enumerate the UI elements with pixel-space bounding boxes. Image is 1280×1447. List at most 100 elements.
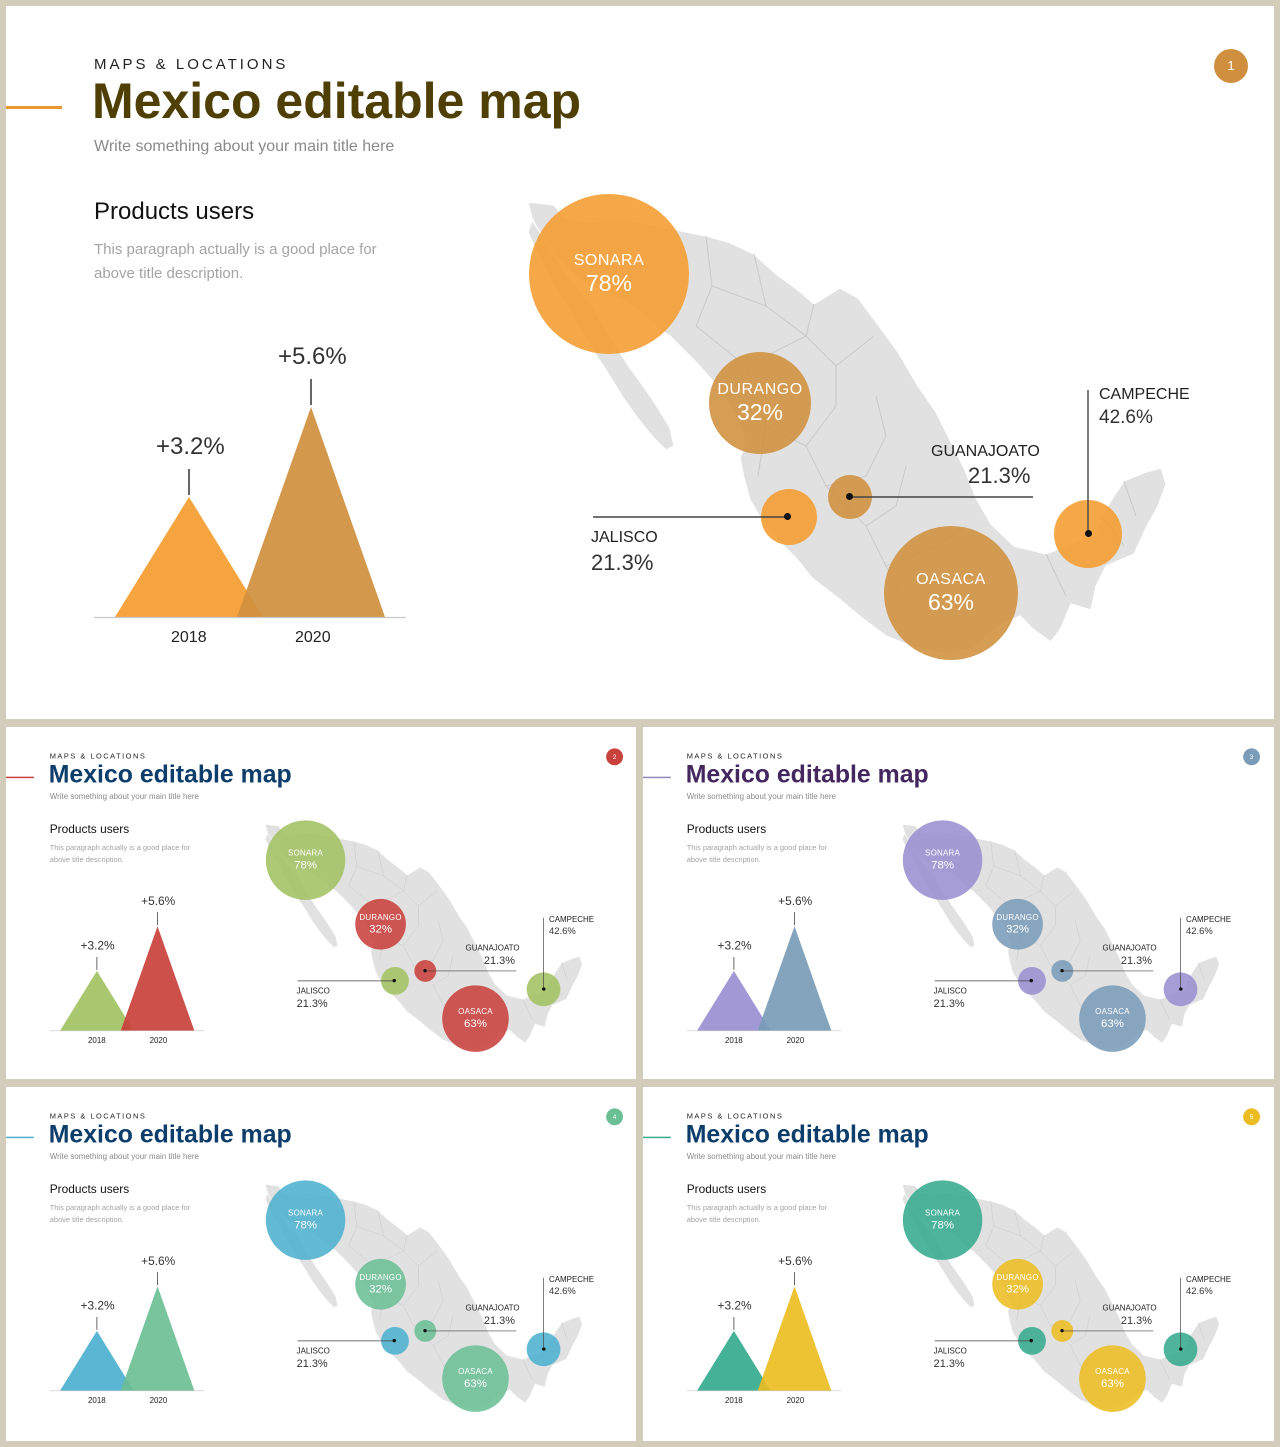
mexico-mainland [264, 824, 583, 1050]
region-name: DURANGO [717, 380, 803, 398]
label-campeche-value: 42.6% [1186, 1286, 1213, 1297]
value-label-2020: +5.6% [778, 1254, 813, 1268]
region-value: 78% [294, 1217, 318, 1231]
region-value: 32% [1006, 1281, 1030, 1295]
bubble-durango: DURANGO 32% [992, 1258, 1043, 1310]
marker-jalisco [1029, 1338, 1033, 1343]
triangle-bar-2020 [120, 1286, 195, 1391]
marker-campeche [1179, 1347, 1183, 1351]
bubble-sonara: SONARA 78% [902, 820, 983, 900]
marker-campeche [1085, 530, 1092, 537]
category-label-2020: 2020 [786, 1396, 805, 1405]
region-name: DURANGO [359, 913, 402, 922]
triangle-bar-2018 [60, 1330, 134, 1391]
description-paragraph: This paragraph actually is a good place … [686, 1203, 828, 1225]
callout-lines [934, 917, 1181, 989]
bubble-sonara: SONARA 78% [902, 1180, 983, 1260]
label-campeche-name: CAMPECHE [549, 1275, 595, 1285]
label-guanajoato-name: GUANAJOATO [1102, 944, 1157, 953]
eyebrow-text: MAPS & LOCATIONS [686, 1111, 784, 1121]
category-label-2018: 2018 [724, 1036, 743, 1045]
region-value: 63% [464, 1016, 487, 1030]
slide-design: MAPS & LOCATIONS Mexico editable map Wri… [6, 6, 1274, 719]
label-guanajoato-value: 21.3% [968, 463, 1031, 488]
label-guanajoato-name: GUANAJOATO [465, 1304, 520, 1313]
marker-guanajoato [423, 1328, 427, 1333]
marker-guanajoato [1060, 1328, 1064, 1333]
region-value: 32% [1006, 921, 1030, 935]
region-name: SONARA [925, 1208, 961, 1218]
accent-line [6, 106, 62, 109]
bubble-sonara: SONARA 78% [265, 820, 346, 900]
label-jalisco-value: 21.3% [296, 997, 328, 1010]
label-jalisco-value: 21.3% [296, 1357, 328, 1370]
category-label-2018: 2018 [87, 1036, 106, 1045]
bubble-durango: DURANGO 32% [709, 352, 811, 454]
label-campeche-value: 42.6% [549, 1286, 576, 1297]
label-jalisco-value: 21.3% [591, 550, 654, 575]
marker-guanajoato [423, 968, 427, 973]
region-name: OASACA [1095, 1367, 1130, 1376]
category-label-2018: 2018 [724, 1396, 743, 1405]
region-name: SONARA [288, 848, 324, 858]
region-value: 32% [369, 921, 393, 935]
eyebrow-text: MAPS & LOCATIONS [49, 751, 147, 761]
callout-lines [297, 1277, 544, 1349]
mexico-mainland [527, 201, 1167, 655]
marker-guanajoato [846, 493, 853, 500]
marker-jalisco [1029, 978, 1033, 983]
bubble-oasaca: OASACA 63% [442, 1345, 509, 1412]
page-subtitle: Write something about your main title he… [49, 792, 199, 802]
accent-line [6, 1136, 34, 1139]
description-paragraph: This paragraph actually is a good place … [49, 1203, 191, 1225]
marker-jalisco [392, 1338, 396, 1343]
value-label-2018: +3.2% [80, 939, 115, 953]
page-title: Mexico editable map [685, 1120, 929, 1149]
label-campeche-name: CAMPECHE [1186, 1275, 1232, 1285]
marker-campeche [542, 987, 546, 991]
triangle-bar-2018 [115, 497, 263, 617]
slide-2: MAPS & LOCATIONS Mexico editable map Wri… [6, 727, 636, 1079]
label-guanajoato-name: GUANAJOATO [465, 944, 520, 953]
callout-lines [934, 1277, 1181, 1349]
products-heading: Products users [49, 1182, 130, 1196]
slide-5: MAPS & LOCATIONS Mexico editable map Wri… [643, 1087, 1274, 1441]
slide-number-badge: 2 [606, 748, 624, 766]
region-name: DURANGO [359, 1273, 402, 1282]
page-subtitle: Write something about your main title he… [94, 138, 395, 155]
marker-campeche [1179, 987, 1183, 991]
slide-3: MAPS & LOCATIONS Mexico editable map Wri… [643, 727, 1274, 1079]
eyebrow-text: MAPS & LOCATIONS [94, 56, 289, 73]
region-value: 63% [1101, 1016, 1124, 1030]
mexico-mainland [901, 1184, 1220, 1410]
marker-campeche [542, 1347, 546, 1351]
triangle-chart [49, 1272, 205, 1392]
accent-line [6, 776, 34, 779]
label-guanajoato-name: GUANAJOATO [1102, 1304, 1157, 1313]
slide-design: MAPS & LOCATIONS Mexico editable map Wri… [643, 727, 1273, 1079]
value-label-2018: +3.2% [80, 1299, 115, 1313]
label-jalisco-name: JALISCO [933, 986, 967, 996]
label-jalisco-name: JALISCO [933, 1346, 967, 1356]
description-paragraph: This paragraph actually is a good place … [49, 843, 191, 865]
region-name: DURANGO [996, 1273, 1039, 1282]
category-label-2020: 2020 [149, 1396, 168, 1405]
region-value: 78% [931, 857, 955, 871]
triangle-bar-2018 [697, 1330, 771, 1391]
region-name: SONARA [573, 251, 645, 269]
label-guanajoato-value: 21.3% [483, 1314, 515, 1327]
label-jalisco-value: 21.3% [933, 997, 965, 1010]
marker-jalisco [392, 978, 396, 983]
bubble-durango: DURANGO 32% [355, 898, 406, 950]
label-guanajoato-value: 21.3% [1120, 954, 1152, 967]
category-label-2020: 2020 [786, 1036, 805, 1045]
bubble-oasaca: OASACA 63% [442, 985, 509, 1052]
products-heading: Products users [49, 822, 130, 836]
bubble-durango: DURANGO 32% [355, 1258, 406, 1310]
triangle-bar-2020 [757, 926, 832, 1031]
page-title: Mexico editable map [685, 760, 929, 789]
page-subtitle: Write something about your main title he… [49, 1152, 199, 1162]
triangle-bar-2020 [237, 407, 385, 617]
label-jalisco-name: JALISCO [296, 1346, 330, 1356]
label-campeche-value: 42.6% [549, 926, 576, 937]
